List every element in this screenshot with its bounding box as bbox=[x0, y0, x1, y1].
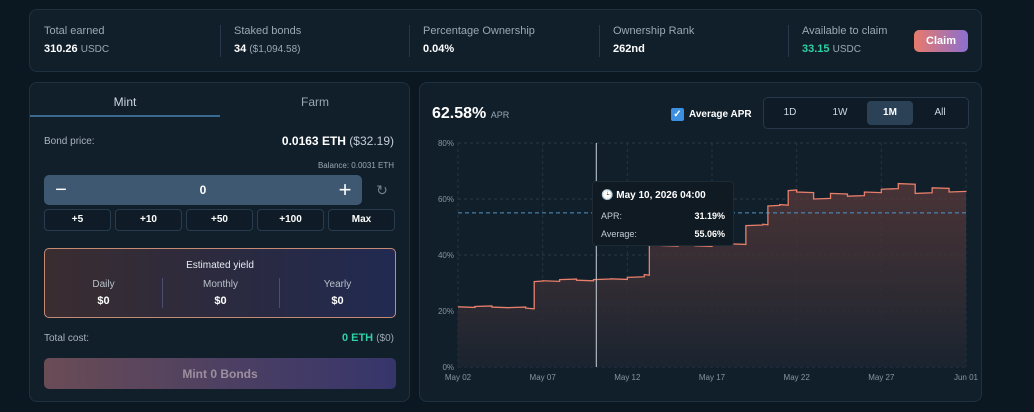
tab-farm[interactable]: Farm bbox=[301, 95, 329, 109]
y-tick-label: 40% bbox=[438, 251, 454, 260]
stats-bar: Total earned 310.26 USDC Staked bonds 34… bbox=[29, 9, 982, 72]
stat-label: Total earned bbox=[44, 25, 105, 37]
bond-price-label: Bond price: bbox=[44, 136, 95, 147]
max-button[interactable]: Max bbox=[328, 209, 395, 231]
time-range-selector: 1D 1W 1M All bbox=[763, 97, 969, 129]
average-apr-toggle[interactable]: ✓ Average APR bbox=[671, 105, 752, 123]
apr-chart[interactable]: 0%20%40%60%80% May 02 May 07 May 12 May 17 M… bbox=[420, 133, 981, 401]
divider bbox=[599, 25, 600, 57]
range-1m[interactable]: 1M bbox=[867, 101, 913, 125]
tooltip-apr-value: 31.19% bbox=[694, 211, 725, 221]
divider bbox=[279, 278, 280, 308]
yield-label: Daily bbox=[92, 279, 115, 290]
apr-unit: APR bbox=[490, 110, 510, 120]
stat-value: 0.04% bbox=[423, 43, 455, 55]
total-cost-label: Total cost: bbox=[44, 333, 90, 344]
yield-monthly: Monthly $0 bbox=[162, 279, 279, 307]
bond-price-eth: 0.0163 ETH bbox=[281, 134, 346, 148]
x-axis-labels: May 02 May 07 May 12 May 17 May 22 May 27 Jun … bbox=[445, 373, 979, 382]
divider bbox=[409, 25, 410, 57]
stat-value: 33.15 bbox=[802, 43, 830, 55]
add-100-button[interactable]: +100 bbox=[257, 209, 324, 231]
apr-number: 62.58% bbox=[432, 105, 487, 122]
yield-yearly: Yearly $0 bbox=[279, 279, 396, 307]
x-tick-label: May 22 bbox=[784, 373, 811, 382]
stat-unit: USDC bbox=[832, 44, 861, 55]
y-tick-label: 20% bbox=[438, 307, 454, 316]
stat-value: 262nd bbox=[613, 43, 645, 55]
stat-available-to-claim: Available to claim 33.15 USDC bbox=[802, 25, 887, 55]
tooltip-average-value: 55.06% bbox=[694, 229, 725, 239]
divider bbox=[220, 25, 221, 57]
apr-panel: 62.58% APR ✓ Average APR 1D 1W 1M All 0%… bbox=[419, 82, 982, 402]
increment-button[interactable]: + bbox=[338, 177, 352, 202]
stat-label: Staked bonds bbox=[234, 25, 302, 37]
total-cost-value: 0 ETH ($0) bbox=[342, 332, 394, 344]
yield-value: $0 bbox=[97, 295, 110, 307]
tooltip-apr-label: APR: bbox=[601, 211, 623, 221]
checkbox-icon[interactable]: ✓ bbox=[671, 107, 684, 121]
apr-area bbox=[458, 183, 966, 367]
quantity-input[interactable]: 0 bbox=[199, 183, 207, 197]
range-all[interactable]: All bbox=[934, 107, 946, 118]
stat-ownership-rank: Ownership Rank 262nd bbox=[613, 25, 694, 55]
yield-label: Monthly bbox=[202, 279, 238, 290]
y-tick-label: 80% bbox=[438, 139, 454, 148]
range-1d[interactable]: 1D bbox=[783, 107, 797, 118]
quantity-stepper: − 0 + bbox=[44, 175, 362, 205]
y-tick-label: 0% bbox=[442, 363, 454, 372]
x-tick-label: May 07 bbox=[530, 373, 557, 382]
chart-tooltip: 🕒 May 10, 2026 04:00 APR: 31.19% Average… bbox=[592, 181, 734, 246]
add-50-button[interactable]: +50 bbox=[186, 209, 253, 231]
x-tick-label: Jun 01 bbox=[954, 373, 979, 382]
bond-price-value: 0.0163 ETH ($32.19) bbox=[282, 134, 394, 148]
reset-icon[interactable]: ↻ bbox=[376, 182, 388, 198]
x-tick-label: May 27 bbox=[868, 373, 895, 382]
add-5-button[interactable]: +5 bbox=[44, 209, 111, 231]
x-tick-label: May 12 bbox=[614, 373, 641, 382]
stat-total-earned: Total earned 310.26 USDC bbox=[44, 25, 109, 55]
yield-daily: Daily $0 bbox=[45, 279, 162, 307]
divider bbox=[162, 278, 163, 308]
tooltip-time: 🕒 May 10, 2026 04:00 bbox=[601, 190, 706, 201]
stat-usd-value: ($1,094.58) bbox=[249, 44, 301, 55]
total-cost-usd: ($0) bbox=[376, 333, 394, 344]
stat-label: Available to claim bbox=[802, 25, 888, 37]
tab-mint[interactable]: Mint bbox=[113, 95, 137, 109]
decrement-button[interactable]: − bbox=[55, 179, 67, 201]
yield-value: $0 bbox=[214, 295, 227, 307]
clock-icon: 🕒 bbox=[601, 190, 614, 201]
y-axis-labels: 0% 20% 40% 60% 80% bbox=[438, 139, 454, 372]
active-tab-indicator bbox=[30, 115, 220, 117]
stat-staked-bonds: Staked bonds 34 ($1,094.58) bbox=[234, 25, 301, 55]
balance-text: Balance: 0.0031 ETH bbox=[317, 161, 394, 170]
add-10-button[interactable]: +10 bbox=[115, 209, 182, 231]
tooltip-average-label: Average: bbox=[601, 229, 637, 239]
x-tick-label: May 02 bbox=[445, 373, 472, 382]
bond-panel: Mint Farm Bond price: 0.0163 ETH ($32.19… bbox=[29, 82, 410, 402]
average-apr-label[interactable]: Average APR bbox=[689, 108, 752, 120]
tooltip-time-text: May 10, 2026 04:00 bbox=[616, 190, 706, 201]
stat-label: Ownership Rank bbox=[613, 25, 695, 37]
yield-label: Yearly bbox=[323, 279, 352, 290]
divider bbox=[788, 25, 789, 57]
x-tick-label: May 17 bbox=[699, 373, 726, 382]
estimated-yield-box: Estimated yield Daily $0 Monthly $0 Year… bbox=[44, 248, 396, 318]
yield-title: Estimated yield bbox=[186, 260, 254, 271]
y-tick-label: 60% bbox=[438, 195, 454, 204]
bond-price-usd: ($32.19) bbox=[349, 134, 394, 148]
apr-value: 62.58% APR bbox=[432, 105, 509, 123]
stat-unit: USDC bbox=[80, 44, 110, 55]
yield-value: $0 bbox=[331, 295, 344, 307]
total-cost-eth: 0 ETH bbox=[341, 332, 374, 344]
stat-label: Percentage Ownership bbox=[423, 25, 535, 37]
mint-bonds-button[interactable]: Mint 0 Bonds bbox=[44, 358, 396, 389]
stat-value: 34 bbox=[234, 43, 247, 55]
claim-button[interactable]: Claim bbox=[914, 30, 968, 52]
stat-value: 310.26 bbox=[44, 43, 78, 55]
stat-percentage-ownership: Percentage Ownership 0.04% bbox=[423, 25, 535, 55]
range-1w[interactable]: 1W bbox=[832, 107, 848, 118]
